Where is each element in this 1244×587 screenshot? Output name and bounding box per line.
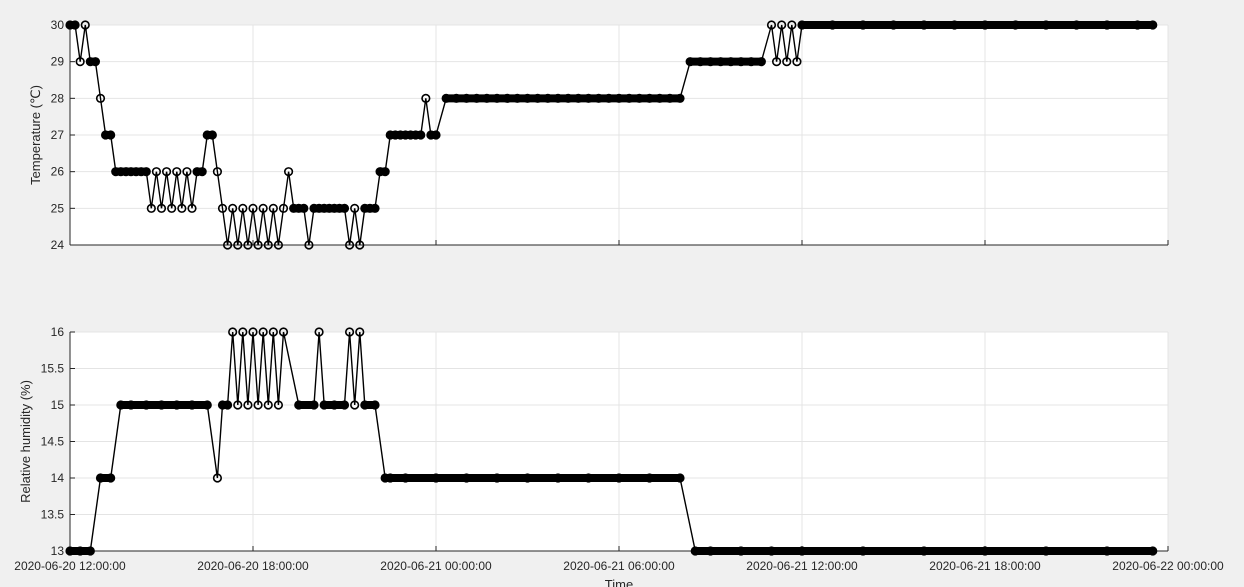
data-point [350,203,360,213]
data-point [151,167,162,177]
data-point [248,203,258,213]
data-point [268,327,278,337]
humidity-panel: 13 13.5 14 14.5 15 15.5 16 2020-06-20 12:00:00 2… [14,325,1224,587]
data-point [238,327,248,337]
data-point [263,400,273,410]
data-point [787,20,797,30]
y-tick-label: 24 [51,238,65,252]
x-tick-label: 2020-06-20 18:00:00 [197,559,309,573]
x-tick-label: 2020-06-20 12:00:00 [14,559,126,573]
data-point [350,400,360,410]
data-point [182,167,192,177]
data-point [771,57,782,67]
data-point [243,400,253,410]
data-series [65,327,1158,556]
y-tick-label: 14 [51,471,65,485]
data-point [258,327,268,337]
data-point [273,400,284,410]
data-point [80,20,90,30]
y-tick-label: 26 [51,165,65,179]
y-axis-label: Temperature (℃) [28,85,43,185]
data-point [161,167,172,177]
data-point [766,20,777,30]
data-point [278,327,289,337]
data-point [278,203,289,213]
data-point [172,167,182,177]
data-point [304,240,314,250]
data-point [258,203,268,213]
data-point [212,167,223,177]
y-axis-label: Relative humidity (%) [18,380,33,503]
data-point [253,240,263,250]
data-point [355,327,365,337]
y-tick-label: 30 [51,18,65,32]
data-point [283,167,294,177]
data-point [344,327,355,337]
data-point [792,57,802,67]
data-point [268,203,278,213]
y-tick-label: 15 [51,398,65,412]
y-tick-label: 28 [51,91,65,105]
y-tick-label: 15.5 [41,362,65,376]
data-point [95,93,106,103]
data-point [233,400,243,410]
x-axis-label: Time [605,577,633,587]
y-tick-label: 14.5 [41,435,65,449]
x-tick-label: 2020-06-21 18:00:00 [929,559,1041,573]
data-point [253,400,263,410]
data-point [167,203,177,213]
y-tick-label: 13.5 [41,508,65,522]
data-point [314,327,324,337]
data-point [228,203,238,213]
data-point [146,203,156,213]
data-point [217,203,228,213]
y-tick-label: 16 [51,325,65,339]
data-point [238,203,248,213]
data-point [177,203,187,213]
data-point [421,93,431,103]
data-point [243,240,253,250]
data-point [212,473,223,483]
data-point [187,203,197,213]
x-tick-label: 2020-06-21 06:00:00 [563,559,675,573]
data-point [156,203,167,213]
data-point [782,57,792,67]
data-point [777,20,787,30]
data-point [273,240,284,250]
temperature-panel: 24 25 26 27 28 29 30 Temperature (℃) [28,18,1169,252]
x-tick-label: 2020-06-22 00:00:00 [1112,559,1224,573]
data-point [228,327,238,337]
y-tick-label: 13 [51,544,65,558]
x-tick-label: 2020-06-21 12:00:00 [746,559,858,573]
data-point [263,240,273,250]
y-tick-label: 29 [51,55,65,69]
data-series [65,20,1158,250]
data-point [75,57,85,67]
data-point [222,240,233,250]
data-point [344,240,355,250]
x-tick-label: 2020-06-21 00:00:00 [380,559,492,573]
data-point [233,240,243,250]
data-point [355,240,365,250]
y-tick-label: 27 [51,128,65,142]
data-point [248,327,258,337]
y-tick-label: 25 [51,201,65,215]
